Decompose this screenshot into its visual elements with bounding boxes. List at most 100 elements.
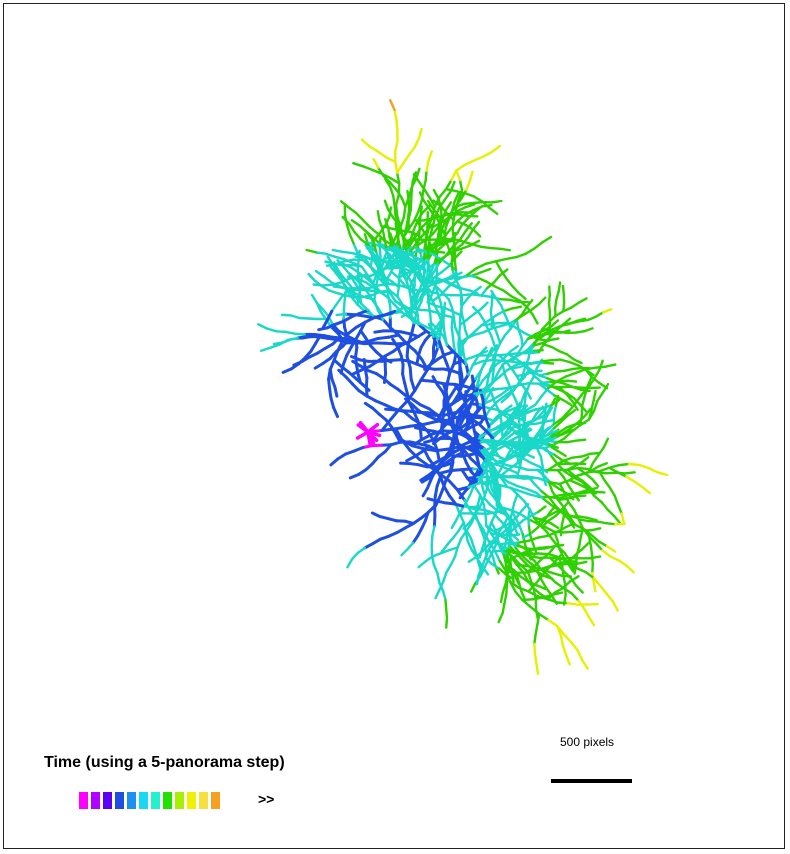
street-segment bbox=[454, 199, 460, 212]
street-segment bbox=[515, 358, 526, 366]
street-segment bbox=[439, 302, 444, 316]
street-segment bbox=[426, 497, 439, 503]
street-segment bbox=[566, 468, 576, 478]
street-segment bbox=[598, 359, 604, 372]
street-segment bbox=[473, 505, 482, 516]
street-segment bbox=[342, 265, 351, 276]
street-segment bbox=[463, 499, 472, 512]
street-segment bbox=[556, 462, 566, 473]
street-segment bbox=[601, 382, 610, 394]
street-segment bbox=[313, 362, 325, 370]
street-segment bbox=[461, 235, 470, 246]
street-segment bbox=[538, 422, 545, 433]
street-segment bbox=[487, 454, 499, 463]
street-segment bbox=[583, 407, 592, 418]
street-segment bbox=[502, 553, 508, 565]
street-segment bbox=[450, 316, 454, 329]
street-segment bbox=[498, 442, 509, 450]
street-segment bbox=[450, 250, 455, 262]
street-segment bbox=[363, 542, 375, 550]
street-segment bbox=[425, 159, 430, 173]
street-segment bbox=[496, 458, 508, 465]
street-segment bbox=[481, 538, 487, 550]
street-segment bbox=[567, 562, 575, 573]
street-segment bbox=[499, 303, 506, 314]
street-segment bbox=[444, 380, 450, 393]
street-segment bbox=[576, 649, 584, 662]
street-segment bbox=[466, 540, 474, 552]
street-segment bbox=[548, 495, 561, 500]
street-segment bbox=[365, 272, 377, 279]
street-segment bbox=[502, 523, 509, 534]
street-segment bbox=[473, 331, 485, 336]
street-segment bbox=[537, 296, 547, 306]
street-segment bbox=[445, 617, 449, 629]
street-segment bbox=[499, 268, 508, 279]
street-segment bbox=[459, 429, 469, 440]
street-segment bbox=[413, 426, 426, 432]
street-segment bbox=[454, 268, 459, 281]
street-segment bbox=[330, 376, 337, 389]
street-segment bbox=[487, 521, 493, 533]
street-segment bbox=[417, 442, 431, 448]
street-segment bbox=[419, 473, 431, 482]
street-segment bbox=[562, 574, 567, 587]
street-segment bbox=[517, 580, 523, 593]
street-segment bbox=[366, 231, 375, 243]
street-segment bbox=[535, 405, 545, 415]
street-segment bbox=[556, 497, 569, 502]
street-segment bbox=[453, 250, 463, 260]
street-segment bbox=[407, 219, 416, 231]
street-segment bbox=[329, 325, 340, 335]
street-segment bbox=[525, 389, 532, 400]
street-segment bbox=[397, 283, 410, 290]
street-segment bbox=[410, 294, 415, 308]
street-segment bbox=[442, 250, 454, 259]
street-segment bbox=[550, 454, 559, 466]
street-segment bbox=[538, 524, 548, 533]
street-segment bbox=[428, 197, 437, 208]
street-segment bbox=[484, 260, 498, 265]
street-segment bbox=[517, 539, 530, 544]
street-segment bbox=[452, 231, 457, 244]
street-segment bbox=[413, 378, 423, 393]
street-segment bbox=[580, 658, 589, 670]
street-segment bbox=[360, 138, 371, 148]
street-segment bbox=[341, 288, 351, 298]
street-segment bbox=[410, 416, 423, 426]
street-segment bbox=[508, 298, 521, 304]
street-segment bbox=[361, 218, 371, 229]
street-segment bbox=[472, 285, 482, 294]
street-segment bbox=[426, 300, 437, 308]
street-segment bbox=[417, 199, 423, 213]
street-segment bbox=[335, 312, 348, 317]
street-segment bbox=[417, 457, 431, 468]
street-segment bbox=[514, 313, 524, 323]
street-segment bbox=[505, 527, 511, 539]
street-segment bbox=[407, 259, 415, 273]
street-segment bbox=[435, 261, 439, 275]
street-segment bbox=[472, 467, 481, 480]
street-segment bbox=[572, 358, 583, 365]
street-segment bbox=[451, 395, 465, 405]
street-segment bbox=[569, 640, 579, 652]
street-segment bbox=[550, 345, 561, 353]
street-segment bbox=[561, 565, 565, 577]
street-segment bbox=[506, 419, 514, 431]
street-segment bbox=[477, 367, 484, 379]
street-segment bbox=[521, 417, 528, 430]
street-segment bbox=[493, 549, 502, 563]
street-segment bbox=[604, 522, 617, 526]
street-segment bbox=[329, 457, 340, 467]
street-segment bbox=[518, 435, 523, 448]
street-segment bbox=[468, 170, 474, 183]
street-segment bbox=[451, 200, 456, 212]
street-segment bbox=[439, 224, 446, 236]
street-segment bbox=[384, 280, 391, 294]
street-segment bbox=[417, 560, 427, 569]
street-segment bbox=[419, 428, 423, 442]
street-segment bbox=[356, 546, 367, 555]
street-segment bbox=[442, 335, 449, 347]
street-segment bbox=[355, 211, 365, 222]
street-segment bbox=[469, 394, 479, 406]
